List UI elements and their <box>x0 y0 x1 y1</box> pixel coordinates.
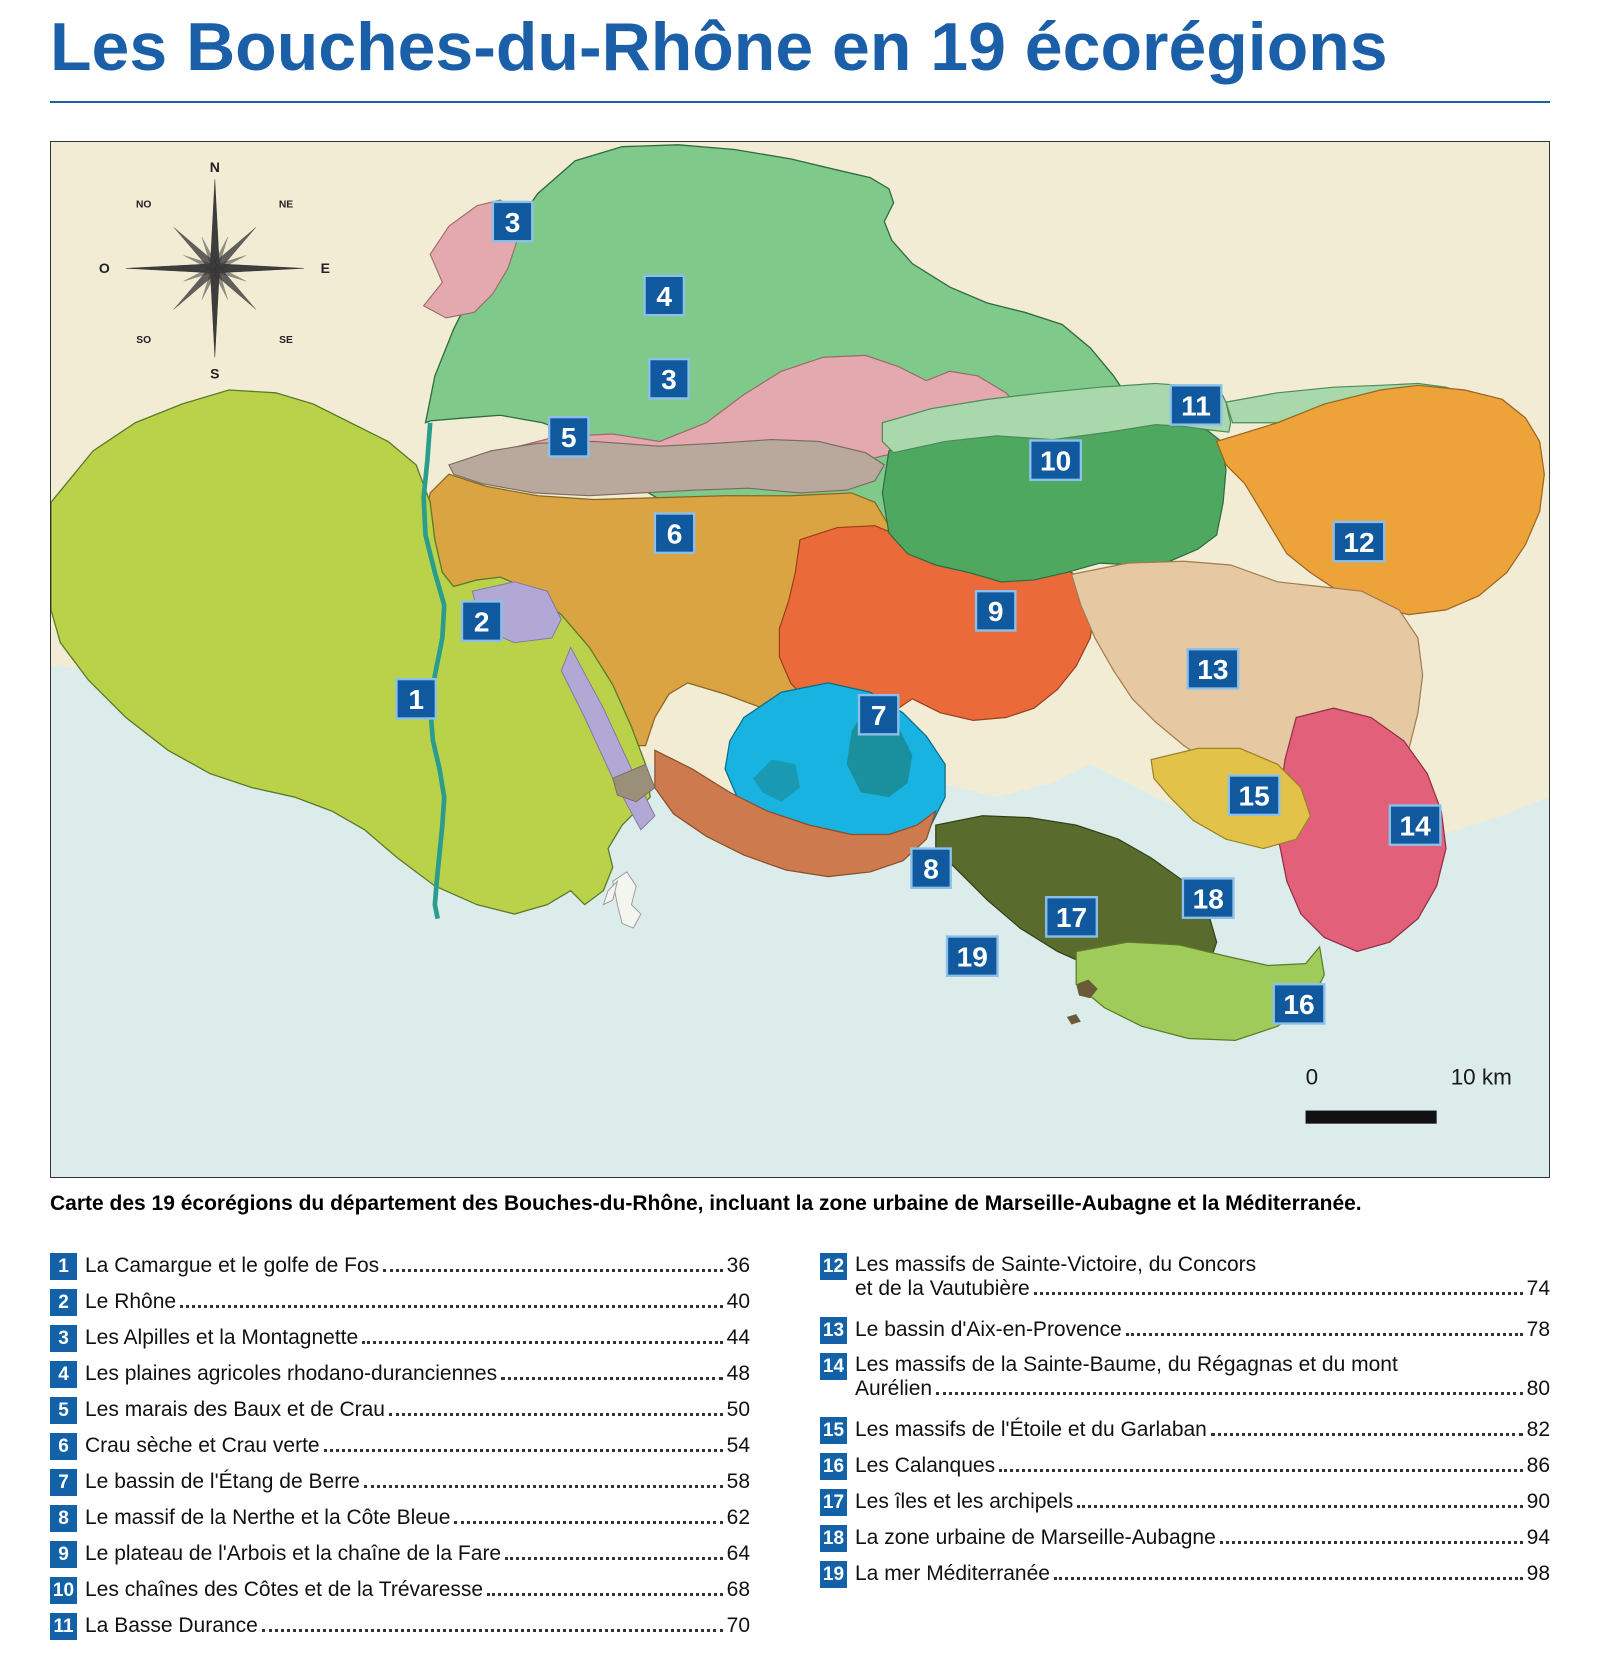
svg-text:1: 1 <box>408 684 424 715</box>
svg-text:8: 8 <box>923 853 939 884</box>
svg-text:E: E <box>321 260 330 276</box>
svg-text:NO: NO <box>136 200 151 211</box>
svg-text:3: 3 <box>505 207 521 238</box>
svg-text:17: 17 <box>1056 902 1087 933</box>
svg-text:11: 11 <box>1181 390 1211 421</box>
svg-text:2: 2 <box>474 606 490 637</box>
svg-text:SO: SO <box>136 335 151 346</box>
svg-text:13: 13 <box>1197 654 1228 685</box>
svg-text:S: S <box>210 366 219 382</box>
svg-text:12: 12 <box>1343 527 1374 558</box>
svg-text:10: 10 <box>1040 445 1071 476</box>
svg-text:10 km: 10 km <box>1451 1064 1512 1089</box>
svg-text:6: 6 <box>667 518 683 549</box>
svg-text:9: 9 <box>988 596 1004 627</box>
svg-text:14: 14 <box>1399 810 1431 841</box>
svg-text:15: 15 <box>1238 780 1269 811</box>
svg-text:18: 18 <box>1193 883 1224 914</box>
svg-text:16: 16 <box>1283 989 1314 1020</box>
svg-text:O: O <box>99 260 110 276</box>
svg-text:SE: SE <box>279 335 293 346</box>
svg-text:19: 19 <box>957 941 988 972</box>
svg-text:NE: NE <box>279 200 293 211</box>
svg-text:7: 7 <box>871 700 887 731</box>
svg-text:0: 0 <box>1306 1064 1319 1089</box>
svg-text:N: N <box>210 159 220 175</box>
svg-text:3: 3 <box>661 364 677 395</box>
svg-text:5: 5 <box>561 422 577 453</box>
svg-text:4: 4 <box>656 281 672 312</box>
